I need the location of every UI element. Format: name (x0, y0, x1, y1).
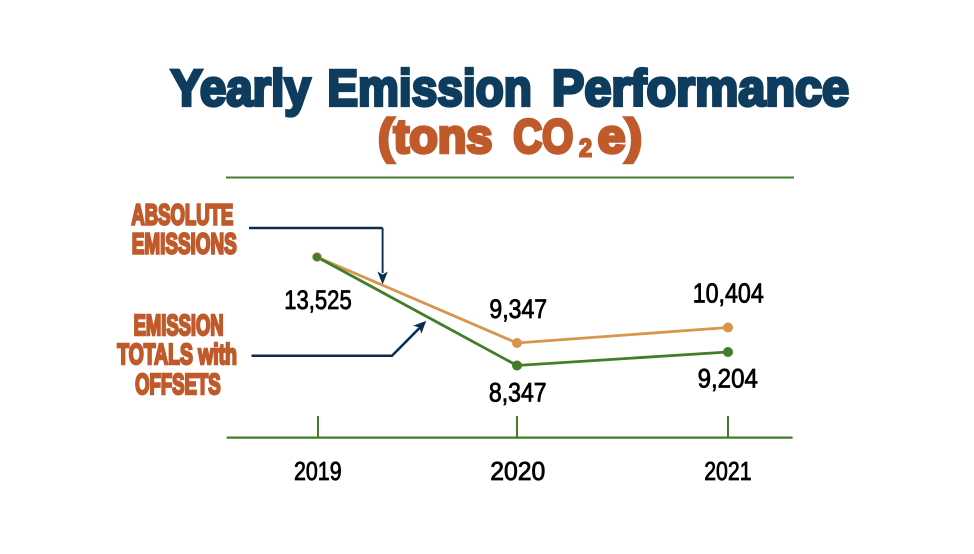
svg-text:2020: 2020 (490, 458, 545, 486)
svg-text:EMISSION: EMISSION (134, 310, 224, 342)
svg-text:9,204: 9,204 (698, 364, 758, 394)
svg-text:10,404: 10,404 (693, 277, 764, 308)
svg-text:Yearly: Yearly (171, 60, 311, 117)
svg-text:CO: CO (513, 110, 573, 163)
svg-text:2: 2 (579, 134, 592, 162)
svg-text:OFFSETS: OFFSETS (135, 369, 221, 401)
svg-text:9,347: 9,347 (489, 294, 547, 324)
svg-text:2019: 2019 (294, 458, 342, 486)
svg-text:(tons: (tons (378, 110, 492, 163)
svg-text:13,525: 13,525 (284, 284, 351, 315)
svg-text:ABSOLUTE: ABSOLUTE (131, 200, 233, 232)
svg-text:8,347: 8,347 (489, 378, 547, 408)
svg-text:EMISSIONS: EMISSIONS (132, 229, 237, 261)
svg-text:Emission: Emission (327, 60, 531, 117)
svg-text:2021: 2021 (704, 458, 751, 486)
svg-text:TOTALS with: TOTALS with (117, 339, 237, 371)
svg-text:e): e) (598, 110, 642, 163)
svg-text:Performance: Performance (552, 60, 849, 117)
